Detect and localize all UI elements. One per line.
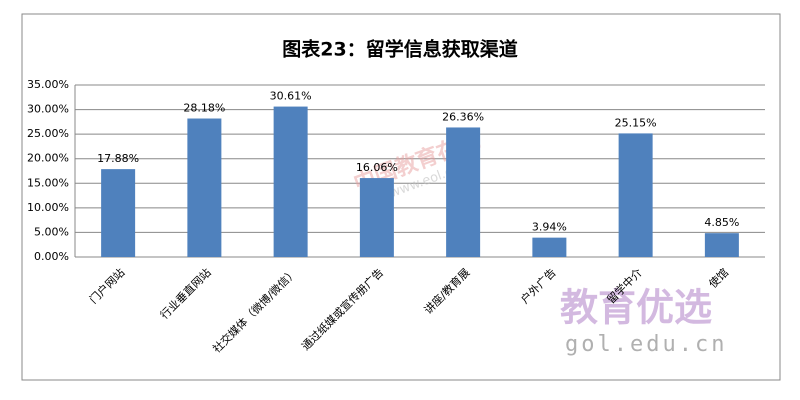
chart-title: 图表23：留学信息获取渠道 [282,38,517,61]
y-tick-label: 10.00% [27,201,69,214]
y-tick-label: 35.00% [27,78,69,91]
y-tick-label: 25.00% [27,127,69,140]
bar [101,169,136,257]
watermark: 教育优选 [560,286,712,330]
bar [704,233,739,257]
value-label: 4.85% [704,216,739,229]
value-label: 25.15% [615,116,657,129]
value-label: 3.94% [532,221,567,234]
bar [446,127,481,257]
bar [187,118,222,257]
y-tick-label: 0.00% [34,250,69,263]
value-label: 26.36% [442,110,484,123]
value-label: 17.88% [97,152,139,165]
y-tick-label: 5.00% [34,225,69,238]
value-label: 16.06% [356,161,398,174]
watermark: gol.edu.cn [565,332,727,357]
bar [532,237,567,257]
chart-frame [21,13,781,381]
y-tick-label: 15.00% [27,176,69,189]
y-tick-label: 20.00% [27,152,69,165]
bar [618,133,653,257]
value-label: 30.61% [270,90,312,103]
bar [359,178,394,257]
bar [273,106,308,257]
value-label: 28.18% [183,102,225,115]
y-tick-label: 30.00% [27,103,69,116]
